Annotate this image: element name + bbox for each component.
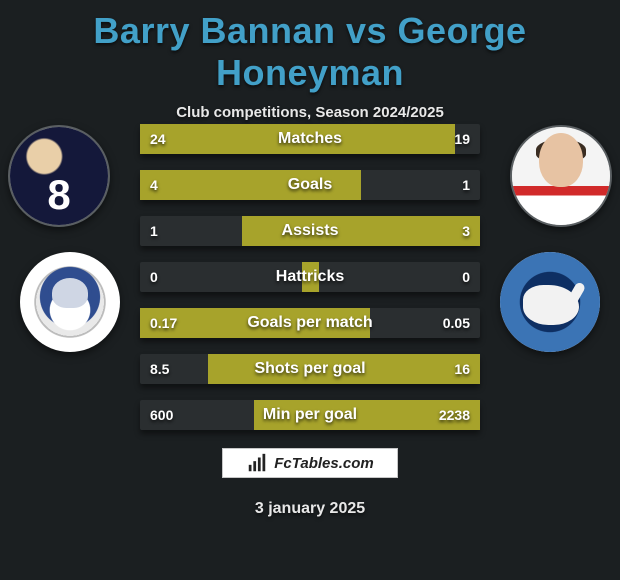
bar-right — [310, 170, 480, 200]
stat-value-left: 600 — [150, 407, 173, 423]
stat-value-right: 19 — [454, 131, 470, 147]
bar-left-fill — [140, 170, 310, 200]
page-title: Barry Bannan vs George Honeyman — [0, 0, 620, 94]
bar-left — [140, 216, 310, 246]
player-left-jersey: 8 — [10, 127, 108, 225]
bar-left-fill — [302, 262, 311, 292]
stat-value-right: 0 — [462, 269, 470, 285]
page-subtitle: Club competitions, Season 2024/2025 — [0, 104, 620, 121]
bar-left-fill — [242, 216, 310, 246]
player-right-face — [539, 133, 583, 187]
stat-value-left: 24 — [150, 131, 166, 147]
bar-left — [140, 262, 310, 292]
player-left-portrait: 8 — [8, 125, 110, 227]
bar-left-fill — [254, 400, 310, 430]
comparison-chart: Matches2419Goals41Assists13Hattricks00Go… — [140, 124, 480, 446]
stat-row-assists: Assists13 — [140, 216, 480, 246]
bar-right — [310, 216, 480, 246]
stat-value-right: 16 — [454, 361, 470, 377]
bar-left-fill — [208, 354, 310, 384]
player-right-jersey — [512, 127, 610, 225]
owl-crest-icon — [20, 252, 120, 352]
stat-value-left: 4 — [150, 177, 158, 193]
bar-left — [140, 170, 310, 200]
bar-right-fill — [310, 170, 361, 200]
stat-row-hattricks: Hattricks00 — [140, 262, 480, 292]
stat-value-left: 1 — [150, 223, 158, 239]
brand-logo[interactable]: FcTables.com — [222, 448, 398, 478]
bar-right-fill — [310, 308, 370, 338]
stat-row-matches: Matches2419 — [140, 124, 480, 154]
stat-row-min-per-goal: Min per goal6002238 — [140, 400, 480, 430]
stat-value-left: 0.17 — [150, 315, 177, 331]
stat-row-goals: Goals41 — [140, 170, 480, 200]
club-badge-right — [500, 252, 600, 352]
lion-crest-icon — [500, 252, 600, 352]
stat-row-shots-per-goal: Shots per goal8.516 — [140, 354, 480, 384]
player-right-portrait — [510, 125, 612, 227]
bar-right-fill — [310, 216, 480, 246]
stat-value-left: 0 — [150, 269, 158, 285]
stat-value-right: 2238 — [439, 407, 470, 423]
club-badge-left — [20, 252, 120, 352]
stat-value-left: 8.5 — [150, 361, 169, 377]
player-left-shirt-number: 8 — [47, 171, 70, 219]
stat-value-right: 1 — [462, 177, 470, 193]
bar-right — [310, 262, 480, 292]
footer-date: 3 january 2025 — [255, 500, 365, 518]
stat-value-right: 3 — [462, 223, 470, 239]
bar-right-fill — [310, 124, 455, 154]
stat-value-right: 0.05 — [443, 315, 470, 331]
stat-row-goals-per-match: Goals per match0.170.05 — [140, 308, 480, 338]
brand-text: FcTables.com — [274, 455, 373, 472]
bar-right-fill — [310, 262, 319, 292]
chart-icon — [246, 452, 268, 474]
